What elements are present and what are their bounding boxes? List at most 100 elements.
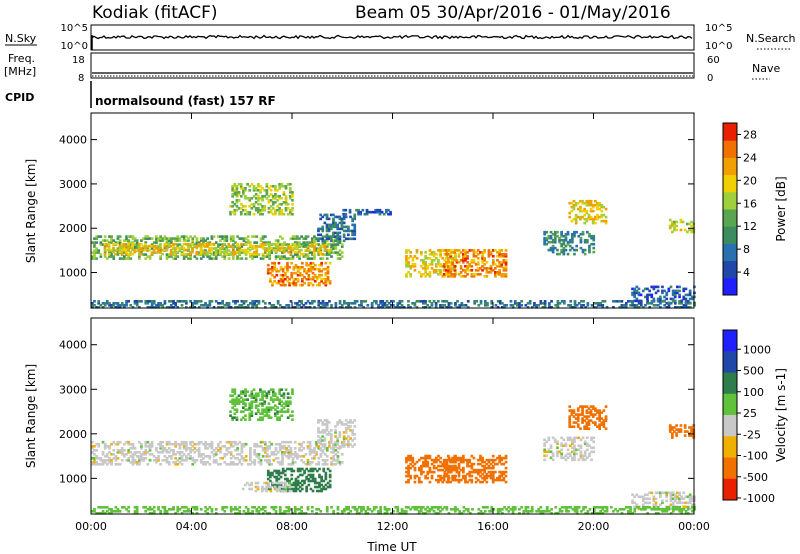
data-cell — [682, 505, 686, 509]
data-cell — [300, 506, 303, 509]
data-cell — [118, 239, 122, 242]
data-cell — [110, 463, 113, 466]
data-cell — [343, 300, 346, 303]
data-cell — [265, 394, 269, 397]
data-cell — [174, 255, 177, 258]
data-cell — [178, 447, 182, 450]
data-cell — [265, 406, 269, 409]
data-cell — [549, 444, 553, 448]
data-cell — [272, 304, 276, 307]
data-cell — [293, 246, 297, 250]
data-cell — [547, 438, 551, 442]
data-cell — [259, 459, 263, 462]
data-cell — [282, 402, 286, 405]
colorbar-swatch — [723, 174, 737, 193]
data-cell — [379, 510, 382, 513]
data-cell — [483, 259, 486, 262]
data-cell — [261, 449, 265, 452]
data-cell — [270, 451, 274, 454]
data-cell — [439, 249, 442, 252]
data-cell — [470, 474, 474, 478]
data-cell — [434, 306, 438, 309]
data-cell — [464, 480, 467, 484]
data-cell — [445, 251, 449, 254]
data-cell — [362, 306, 365, 309]
data-cell — [673, 426, 676, 429]
data-cell — [526, 306, 530, 309]
data-cell — [342, 225, 346, 229]
data-cell — [235, 402, 239, 405]
data-cell — [254, 481, 258, 485]
data-cell — [225, 235, 229, 238]
data-cell — [334, 306, 338, 309]
data-cell — [547, 248, 551, 252]
data-cell — [447, 458, 450, 462]
data-cell — [131, 457, 135, 460]
data-cell — [291, 242, 295, 246]
data-cell — [237, 199, 241, 202]
data-cell — [330, 463, 333, 466]
data-cell — [489, 466, 493, 470]
data-cell — [466, 464, 469, 468]
data-cell — [269, 489, 273, 493]
data-cell — [265, 252, 269, 256]
data-cell — [172, 306, 175, 309]
data-cell — [334, 235, 337, 239]
data-cell — [434, 304, 438, 307]
data-cell — [284, 273, 287, 277]
data-cell — [504, 456, 508, 460]
data-cell — [278, 207, 281, 210]
data-cell — [289, 463, 293, 466]
data-cell — [278, 400, 281, 403]
data-cell — [364, 512, 368, 515]
data-cell — [560, 436, 563, 440]
data-cell — [591, 415, 595, 418]
data-cell — [472, 255, 476, 258]
data-cell — [342, 217, 346, 221]
data-cell — [338, 300, 342, 303]
data-cell — [296, 241, 299, 244]
data-cell — [199, 440, 203, 444]
data-cell — [301, 279, 304, 283]
data-cell — [189, 510, 192, 513]
data-cell — [275, 469, 279, 473]
data-cell — [250, 481, 253, 485]
data-cell — [432, 259, 436, 262]
data-cell — [189, 457, 192, 460]
data-cell — [566, 456, 570, 460]
data-cell — [281, 279, 285, 283]
data-cell — [93, 461, 96, 464]
data-cell — [574, 219, 578, 223]
data-cell — [250, 404, 254, 407]
data-cell — [556, 446, 559, 450]
data-cell — [447, 464, 450, 468]
data-cell — [297, 250, 301, 254]
data-cell — [453, 466, 457, 470]
data-cell — [576, 423, 580, 426]
data-cell — [498, 255, 501, 258]
data-cell — [91, 447, 94, 450]
data-cell — [189, 235, 192, 238]
data-cell — [568, 244, 572, 248]
data-cell — [253, 445, 256, 448]
data-cell — [564, 444, 568, 448]
data-cell — [103, 242, 107, 246]
data-cell — [242, 205, 245, 208]
data-cell — [447, 275, 450, 278]
data-cell — [319, 442, 323, 446]
data-cell — [682, 287, 686, 291]
data-cell — [259, 197, 262, 200]
data-cell — [120, 244, 124, 248]
data-cell — [191, 512, 195, 515]
data-cell — [110, 235, 113, 238]
data-cell — [398, 302, 402, 305]
data-cell — [273, 261, 276, 265]
data-cell — [494, 273, 497, 276]
data-cell — [135, 508, 139, 511]
data-cell — [161, 459, 165, 462]
data-cell — [449, 269, 453, 272]
data-cell — [274, 242, 278, 246]
data-cell — [217, 243, 220, 246]
data-cell — [624, 306, 628, 309]
data-cell — [498, 458, 501, 462]
